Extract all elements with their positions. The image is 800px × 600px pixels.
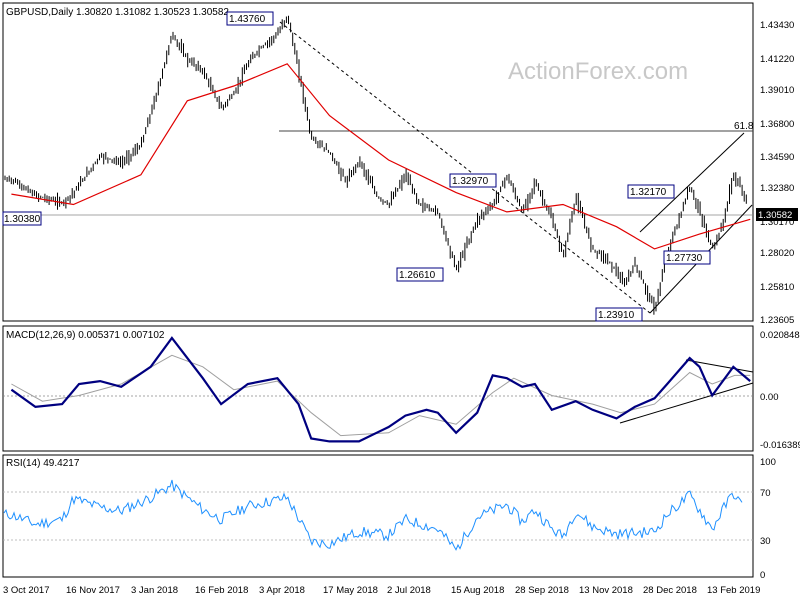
macd-tick-label: -0.016389 — [760, 440, 800, 451]
trendline-dashed — [279, 21, 651, 314]
x-tick-label: 2 Jul 2018 — [387, 585, 431, 596]
price-tick-label: 1.25810 — [760, 282, 794, 293]
x-tick-label: 16 Feb 2018 — [195, 585, 248, 596]
svg-text:1.27730: 1.27730 — [666, 253, 703, 264]
x-tick-label: 3 Oct 2017 — [3, 585, 49, 596]
svg-text:1.30582: 1.30582 — [758, 210, 792, 221]
annotation-1-27730: 1.27730 — [663, 250, 711, 265]
rsi-panel-frame — [2, 454, 754, 578]
macd-tick-label: 0.00 — [760, 392, 779, 403]
fibonacci-label: 61.8 — [734, 121, 754, 132]
price-tick-label: 1.34590 — [760, 152, 794, 163]
moving-average-line — [11, 63, 751, 250]
price-tick-label: 1.39010 — [760, 85, 794, 96]
svg-text:1.43760: 1.43760 — [229, 14, 266, 25]
rsi-tick-label: 70 — [760, 488, 771, 499]
macd-signal-line — [11, 354, 751, 437]
x-tick-label: 15 Aug 2018 — [451, 585, 504, 596]
x-tick-label: 13 Nov 2018 — [579, 585, 633, 596]
annotation-1-32970: 1.32970 — [449, 173, 497, 188]
current-price-badge: 1.30582 — [756, 208, 798, 221]
watermark: ActionForex.com — [508, 58, 688, 85]
price-tick-label: 1.30170 — [760, 217, 794, 228]
x-tick-label: 28 Sep 2018 — [515, 585, 569, 596]
x-tick-label: 17 May 2018 — [323, 585, 378, 596]
x-tick-label: 28 Dec 2018 — [643, 585, 697, 596]
rsi-tick-label: 0 — [760, 570, 765, 581]
price-tick-label: 1.43430 — [760, 20, 794, 31]
macd-tick-label: 0.020848 — [760, 330, 800, 341]
x-axis-labels: 3 Oct 2017 16 Nov 2017 3 Jan 2018 16 Feb… — [3, 585, 760, 596]
rsi-tick-label: 30 — [760, 536, 771, 547]
price-y-ticks: 1.43430 1.41220 1.39010 1.36800 1.34590 … — [760, 20, 794, 326]
svg-text:1.26610: 1.26610 — [399, 270, 436, 281]
svg-text:1.32970: 1.32970 — [452, 176, 489, 187]
rsi-title: RSI(14) 49.4217 — [6, 458, 80, 469]
macd-line — [10, 336, 751, 443]
macd-upper-trendline — [685, 359, 754, 373]
price-panel-frame — [2, 2, 754, 322]
svg-text:1.30380: 1.30380 — [4, 214, 41, 225]
price-tick-label: 1.41220 — [760, 54, 794, 65]
annotation-1-30380: 1.30380 — [2, 211, 42, 226]
symbol-header: GBPUSD,Daily 1.30820 1.31082 1.30523 1.3… — [6, 7, 229, 18]
price-tick-label: 1.28020 — [760, 248, 794, 259]
x-tick-label: 3 Jan 2018 — [131, 585, 178, 596]
price-tick-label: 1.36800 — [760, 119, 794, 130]
rsi-line — [3, 479, 743, 551]
macd-title: MACD(12,26,9) 0.005371 0.007102 — [6, 330, 165, 341]
annotation-1-43760: 1.43760 — [226, 11, 274, 26]
channel-upper-line — [639, 132, 745, 233]
price-tick-label: 1.32380 — [760, 183, 794, 194]
macd-lower-trendline — [619, 382, 754, 424]
annotation-1-32170: 1.32170 — [627, 184, 675, 199]
svg-text:1.23910: 1.23910 — [598, 310, 635, 321]
price-tick-label: 1.23605 — [760, 315, 794, 326]
x-tick-label: 16 Nov 2017 — [66, 585, 120, 596]
svg-text:1.32170: 1.32170 — [630, 187, 667, 198]
macd-panel-frame — [2, 325, 754, 452]
x-tick-label: 3 Apr 2018 — [259, 585, 305, 596]
annotation-1-26610: 1.26610 — [396, 267, 444, 282]
rsi-tick-label: 100 — [760, 457, 776, 468]
annotation-1-23910: 1.23910 — [595, 307, 643, 322]
x-tick-label: 13 Feb 2019 — [707, 585, 760, 596]
